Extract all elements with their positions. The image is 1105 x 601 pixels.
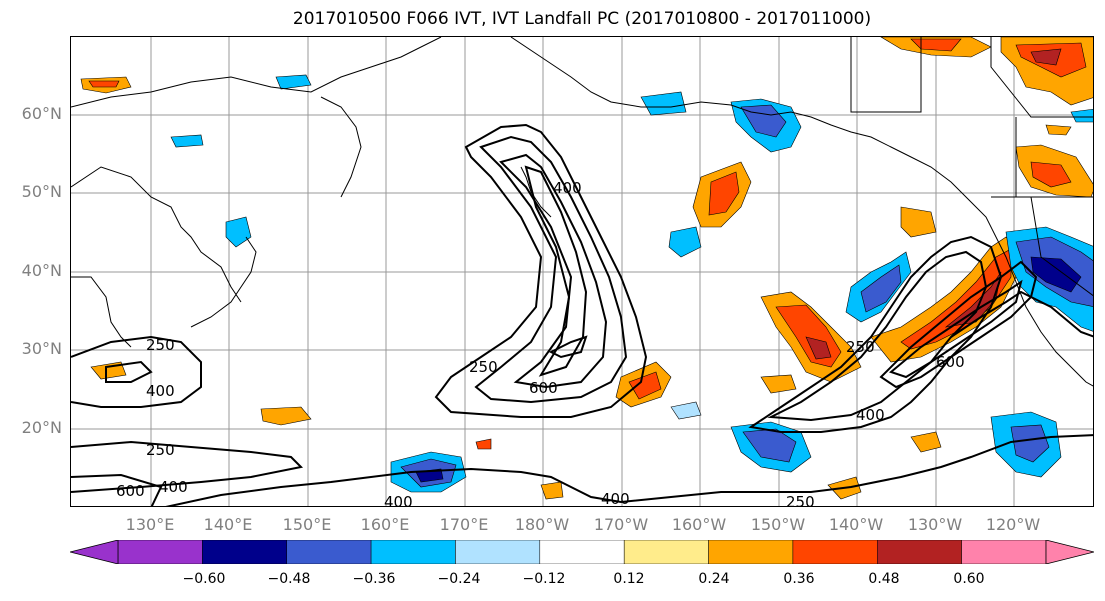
contour-label-400: 400 <box>146 382 175 400</box>
colorbar-segment <box>961 540 1047 564</box>
lon-label-140w: 140°W <box>828 515 884 534</box>
lat-label-60n: 60°N <box>21 104 62 123</box>
colorbar-tick-label: −0.60 <box>182 571 226 587</box>
ivt-contours <box>71 123 1093 506</box>
lon-label-120w: 120°W <box>985 515 1041 534</box>
colorbar-high-extend <box>1045 540 1094 564</box>
lon-label-160w: 160°W <box>671 515 727 534</box>
lon-label-180w: 180°W <box>514 515 570 534</box>
colorbar-segment <box>370 540 456 564</box>
contour-label-250: 250 <box>146 336 175 354</box>
contour-label-group: 250 400 250 600 400 250 600 400 250 400 … <box>116 179 965 507</box>
contour-label-400: 400 <box>159 478 188 496</box>
colorbar-tick-label: 0.12 <box>613 571 645 587</box>
contour-label-250: 250 <box>786 493 815 507</box>
lon-label-130w: 130°W <box>907 515 963 534</box>
map-canvas: 250 400 250 600 400 250 600 400 250 400 … <box>71 37 1093 507</box>
colorbar-segment <box>202 540 287 564</box>
colorbar-segment <box>877 540 962 564</box>
lat-label-20n: 20°N <box>21 418 62 437</box>
lat-label-30n: 30°N <box>21 339 62 358</box>
contour-label-400: 400 <box>601 490 630 507</box>
lon-label-130e: 130°E <box>125 515 175 534</box>
colorbar-tick-label: −0.48 <box>267 571 311 587</box>
colorbar-tick-label: 0.24 <box>698 571 730 587</box>
coastlines <box>71 37 1093 387</box>
contour-label-400: 400 <box>553 179 582 197</box>
contour-label-250: 250 <box>146 441 175 459</box>
contour-label-600: 600 <box>529 379 558 397</box>
contour-label-600: 600 <box>116 482 145 500</box>
lon-label-170w: 170°W <box>593 515 649 534</box>
colorbar-low-extend <box>70 540 119 564</box>
colorbar-segment <box>539 540 625 564</box>
contour-label-400: 400 <box>856 406 885 424</box>
lon-label-160e: 160°E <box>360 515 410 534</box>
colorbar <box>70 540 1094 564</box>
lon-label-140e: 140°E <box>203 515 253 534</box>
graticule <box>71 37 1093 506</box>
colorbar-segment <box>117 540 203 564</box>
colorbar-tick-label: −0.24 <box>437 571 481 587</box>
positive-anomalies <box>80 37 1093 500</box>
colorbar-segment <box>708 540 794 564</box>
colorbar-segment <box>455 540 541 564</box>
colorbar-segment <box>623 540 709 564</box>
colorbar-tick-label: 0.36 <box>783 571 815 587</box>
lat-label-50n: 50°N <box>21 182 62 201</box>
lon-label-170e: 170°E <box>439 515 489 534</box>
map-panel: 250 400 250 600 400 250 600 400 250 400 … <box>70 36 1094 507</box>
colorbar-segment <box>792 540 878 564</box>
lat-label-40n: 40°N <box>21 261 62 280</box>
lon-label-150e: 150°E <box>282 515 332 534</box>
negative-anomalies <box>170 74 1093 493</box>
colorbar-tick-label: −0.12 <box>522 571 566 587</box>
contour-label-250: 250 <box>846 338 875 356</box>
lon-label-150w: 150°W <box>750 515 806 534</box>
map-title: 2017010500 F066 IVT, IVT Landfall PC (20… <box>292 9 872 29</box>
colorbar-tick-label: 0.60 <box>953 571 985 587</box>
contour-label-400: 400 <box>384 493 413 507</box>
colorbar-tick-label: 0.48 <box>868 571 900 587</box>
contour-label-600: 600 <box>936 353 965 371</box>
contour-label-250: 250 <box>469 358 498 376</box>
colorbar-segment <box>286 540 372 564</box>
colorbar-tick-label: −0.36 <box>352 571 396 587</box>
